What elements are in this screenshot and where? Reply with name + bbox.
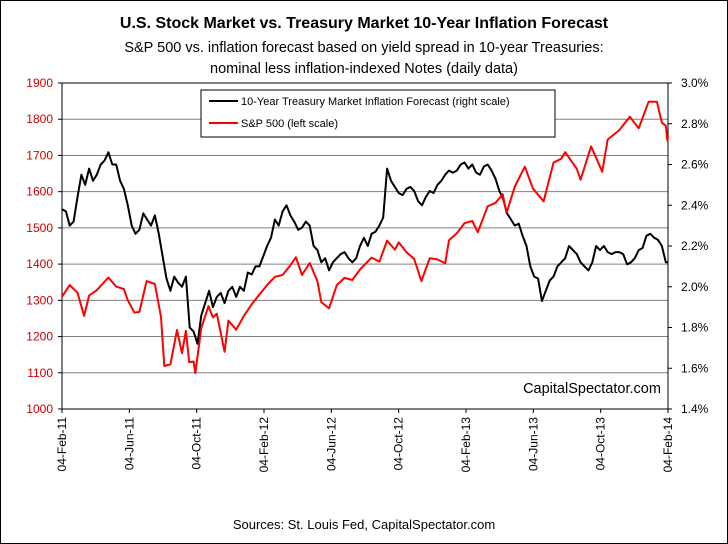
legend: 10-Year Treasury Market Inflation Foreca…	[200, 89, 556, 138]
gridlines	[62, 118, 668, 374]
x-axis-tick-label: 04-Jun-13	[526, 417, 540, 471]
legend-label-inflation: 10-Year Treasury Market Inflation Foreca…	[241, 96, 510, 108]
right-axis-tick-label: 2.6%	[681, 158, 709, 172]
right-axis-tick-label: 2.2%	[681, 239, 709, 253]
left-axis-tick-label: 1300	[26, 293, 53, 307]
left-axis-tick-label: 1400	[26, 257, 53, 271]
x-axis-tick-label: 04-Feb-13	[459, 417, 473, 473]
x-axis-tick-label: 04-Jun-11	[122, 417, 136, 470]
legend-label-sp500: S&P 500 (left scale)	[241, 118, 338, 130]
right-axis-tick-label: 1.8%	[681, 321, 709, 335]
watermark: CapitalSpectator.com	[523, 381, 661, 397]
left-axis-tick-label: 1900	[26, 76, 53, 90]
right-axis-tick-label: 1.6%	[681, 361, 709, 375]
inflation-forecast-line	[61, 151, 668, 345]
left-axis-tick-label: 1600	[26, 185, 53, 199]
series-lines	[61, 100, 669, 375]
right-axis-tick-label: 2.4%	[681, 198, 709, 212]
axes: 1000 1100 1200 1300 1400 1500 1600 1700 1800 1900…	[26, 76, 708, 472]
x-axis-tick-label: 04-Feb-11	[55, 417, 69, 472]
left-axis-tick-label: 1100	[27, 366, 53, 380]
left-axis-tick-label: 1000	[26, 402, 53, 416]
x-axis-tick-label: 04-Oct-13	[594, 417, 608, 471]
chart-subtitle-line-1: S&P 500 vs. inflation forecast based on …	[124, 40, 604, 56]
right-axis-tick-label: 2.0%	[681, 280, 709, 294]
right-axis-tick-label: 2.8%	[681, 117, 709, 131]
source-note: Sources: St. Louis Fed, CapitalSpectator…	[232, 517, 496, 532]
x-axis-tick-label: 04-Oct-12	[392, 417, 406, 471]
sp500-line	[61, 100, 669, 375]
left-axis-tick-label: 1500	[26, 221, 53, 235]
plot-area-border	[61, 82, 669, 410]
x-axis-tick-label: 04-Feb-12	[257, 417, 271, 473]
chart-subtitle-line-2: nominal less inflation-indexed Notes (da…	[210, 61, 518, 77]
left-axis-tick-label: 1200	[26, 330, 53, 344]
x-axis-tick-label: 04-Jun-12	[324, 417, 338, 471]
chart-title: U.S. Stock Market vs. Treasury Market 10…	[119, 15, 609, 32]
left-axis-tick-label: 1700	[26, 148, 53, 162]
left-axis-tick-label: 1800	[26, 112, 53, 126]
x-axis-tick-label: 04-Oct-11	[190, 417, 204, 470]
x-axis-tick-label: 04-Feb-14	[661, 417, 675, 473]
right-axis-tick-label: 3.0%	[681, 76, 709, 90]
legend-box	[200, 89, 556, 138]
right-axis-tick-label: 1.4%	[681, 402, 709, 416]
